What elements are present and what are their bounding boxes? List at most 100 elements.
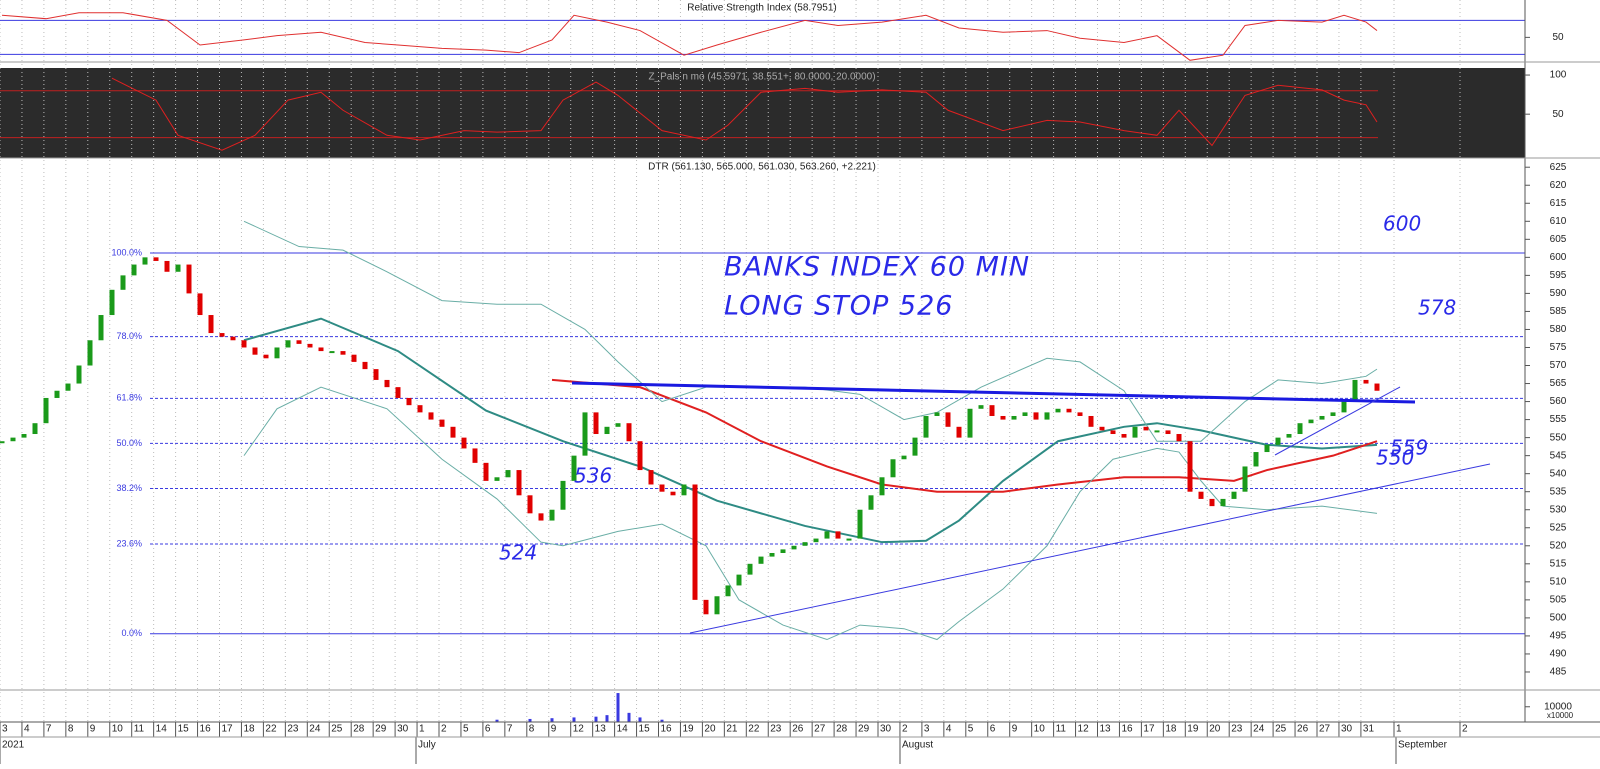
x-tick-label: 25 (331, 724, 343, 735)
candle (516, 470, 522, 496)
candle (186, 264, 192, 294)
candle (1220, 498, 1226, 507)
y-tick-label: 490 (1550, 649, 1567, 660)
candle (450, 426, 456, 438)
candle (692, 484, 698, 600)
x-tick-label: 31 (1363, 724, 1375, 735)
candle (439, 419, 445, 427)
y-tick-label: 500 (1550, 613, 1567, 624)
line-series (243, 220, 1378, 442)
y-tick-label: 570 (1550, 360, 1567, 371)
y-tick-label: 510 (1550, 576, 1567, 587)
candle (43, 397, 49, 424)
candle (1264, 444, 1270, 453)
candle (1165, 430, 1171, 435)
x-tick-label: 2 (1462, 724, 1468, 735)
annotation: 559 (1390, 436, 1428, 460)
y-tick-label: 535 (1550, 486, 1567, 497)
panel-title: DTR (561.130, 565.000, 561.030, 563.260,… (648, 162, 876, 173)
x-tick-label: 13 (1100, 724, 1112, 735)
x-tick-label: 27 (1319, 724, 1331, 735)
candle (593, 412, 599, 435)
candle (142, 257, 148, 265)
x-tick-label: 5 (463, 724, 469, 735)
candle (32, 423, 38, 435)
candle (1011, 415, 1017, 420)
x-tick-label: 1 (1396, 724, 1402, 735)
y-tick-label: 545 (1550, 450, 1567, 461)
candle (670, 491, 676, 496)
candle (109, 289, 115, 316)
candle (1275, 437, 1281, 445)
x-tick-label: 30 (880, 724, 892, 735)
candle (1121, 434, 1127, 438)
x-tick-label: 4 (946, 724, 952, 735)
x-tick-label: 23 (287, 724, 299, 735)
x-tick-label: 9 (551, 724, 557, 735)
candle (197, 293, 203, 316)
x-tick-label: 28 (836, 724, 848, 735)
x-tick-label: 29 (375, 724, 387, 735)
y-tick-label: 580 (1550, 324, 1567, 335)
candle (813, 538, 819, 543)
candle (1132, 426, 1138, 438)
candle (681, 484, 687, 496)
candle (1341, 401, 1347, 413)
candle (967, 408, 973, 438)
month-label: July (418, 740, 436, 751)
candle (1308, 419, 1314, 424)
x-tick-label: 16 (1121, 724, 1133, 735)
fib-label: 50.0% (116, 438, 142, 448)
x-tick-label: 23 (770, 724, 782, 735)
candle (131, 264, 137, 276)
candle (120, 275, 126, 290)
y-tick-label: 485 (1550, 667, 1567, 678)
candle (153, 257, 159, 261)
x-tick-label: 18 (243, 724, 255, 735)
volume-bar (594, 716, 598, 722)
volume-bar (572, 717, 576, 722)
x-tick-label: 20 (704, 724, 716, 735)
candle (659, 484, 665, 492)
volume-bar (638, 717, 642, 722)
volume-bar (616, 693, 620, 722)
candle (362, 361, 368, 370)
x-tick-label: 6 (485, 724, 491, 735)
x-tick-label: 30 (1341, 724, 1353, 735)
fib-label: 100.0% (111, 247, 142, 257)
y-tick-label: 50 (1552, 32, 1564, 43)
y-tick-label: 505 (1550, 595, 1567, 606)
x-tick-label: 10 (112, 724, 124, 735)
x-tick-label: 24 (309, 724, 321, 735)
grid (0, 0, 1461, 722)
candle (780, 549, 786, 553)
month-label: September (1398, 740, 1448, 751)
y-tick-label: 605 (1550, 234, 1567, 245)
y-tick-label: 495 (1550, 631, 1567, 642)
y-tick-label: 620 (1550, 180, 1567, 191)
candle (318, 347, 324, 352)
x-tick-label: 3 (2, 724, 8, 735)
annotation: 578 (1418, 296, 1456, 320)
y-tick-label: 600 (1550, 252, 1567, 263)
candle (582, 412, 588, 456)
candle (527, 495, 533, 514)
y-tick-label: 595 (1550, 270, 1567, 281)
x-tick-label: 25 (1275, 724, 1287, 735)
y-tick-label: 515 (1550, 558, 1567, 569)
candle (978, 405, 984, 409)
month-label: 2021 (2, 740, 25, 751)
candle (505, 470, 511, 478)
x-tick-label: 2 (902, 724, 908, 735)
x-tick-label: 17 (1143, 724, 1155, 735)
annotation: 536 (574, 464, 612, 488)
candle (791, 545, 797, 550)
candle (406, 397, 412, 406)
candle (65, 383, 71, 391)
candle (1242, 466, 1248, 492)
y-tick-label: 560 (1550, 396, 1567, 407)
volume-bar (627, 712, 631, 722)
unit-label: x10000 (1547, 711, 1574, 720)
x-tick-label: 18 (1165, 724, 1177, 735)
